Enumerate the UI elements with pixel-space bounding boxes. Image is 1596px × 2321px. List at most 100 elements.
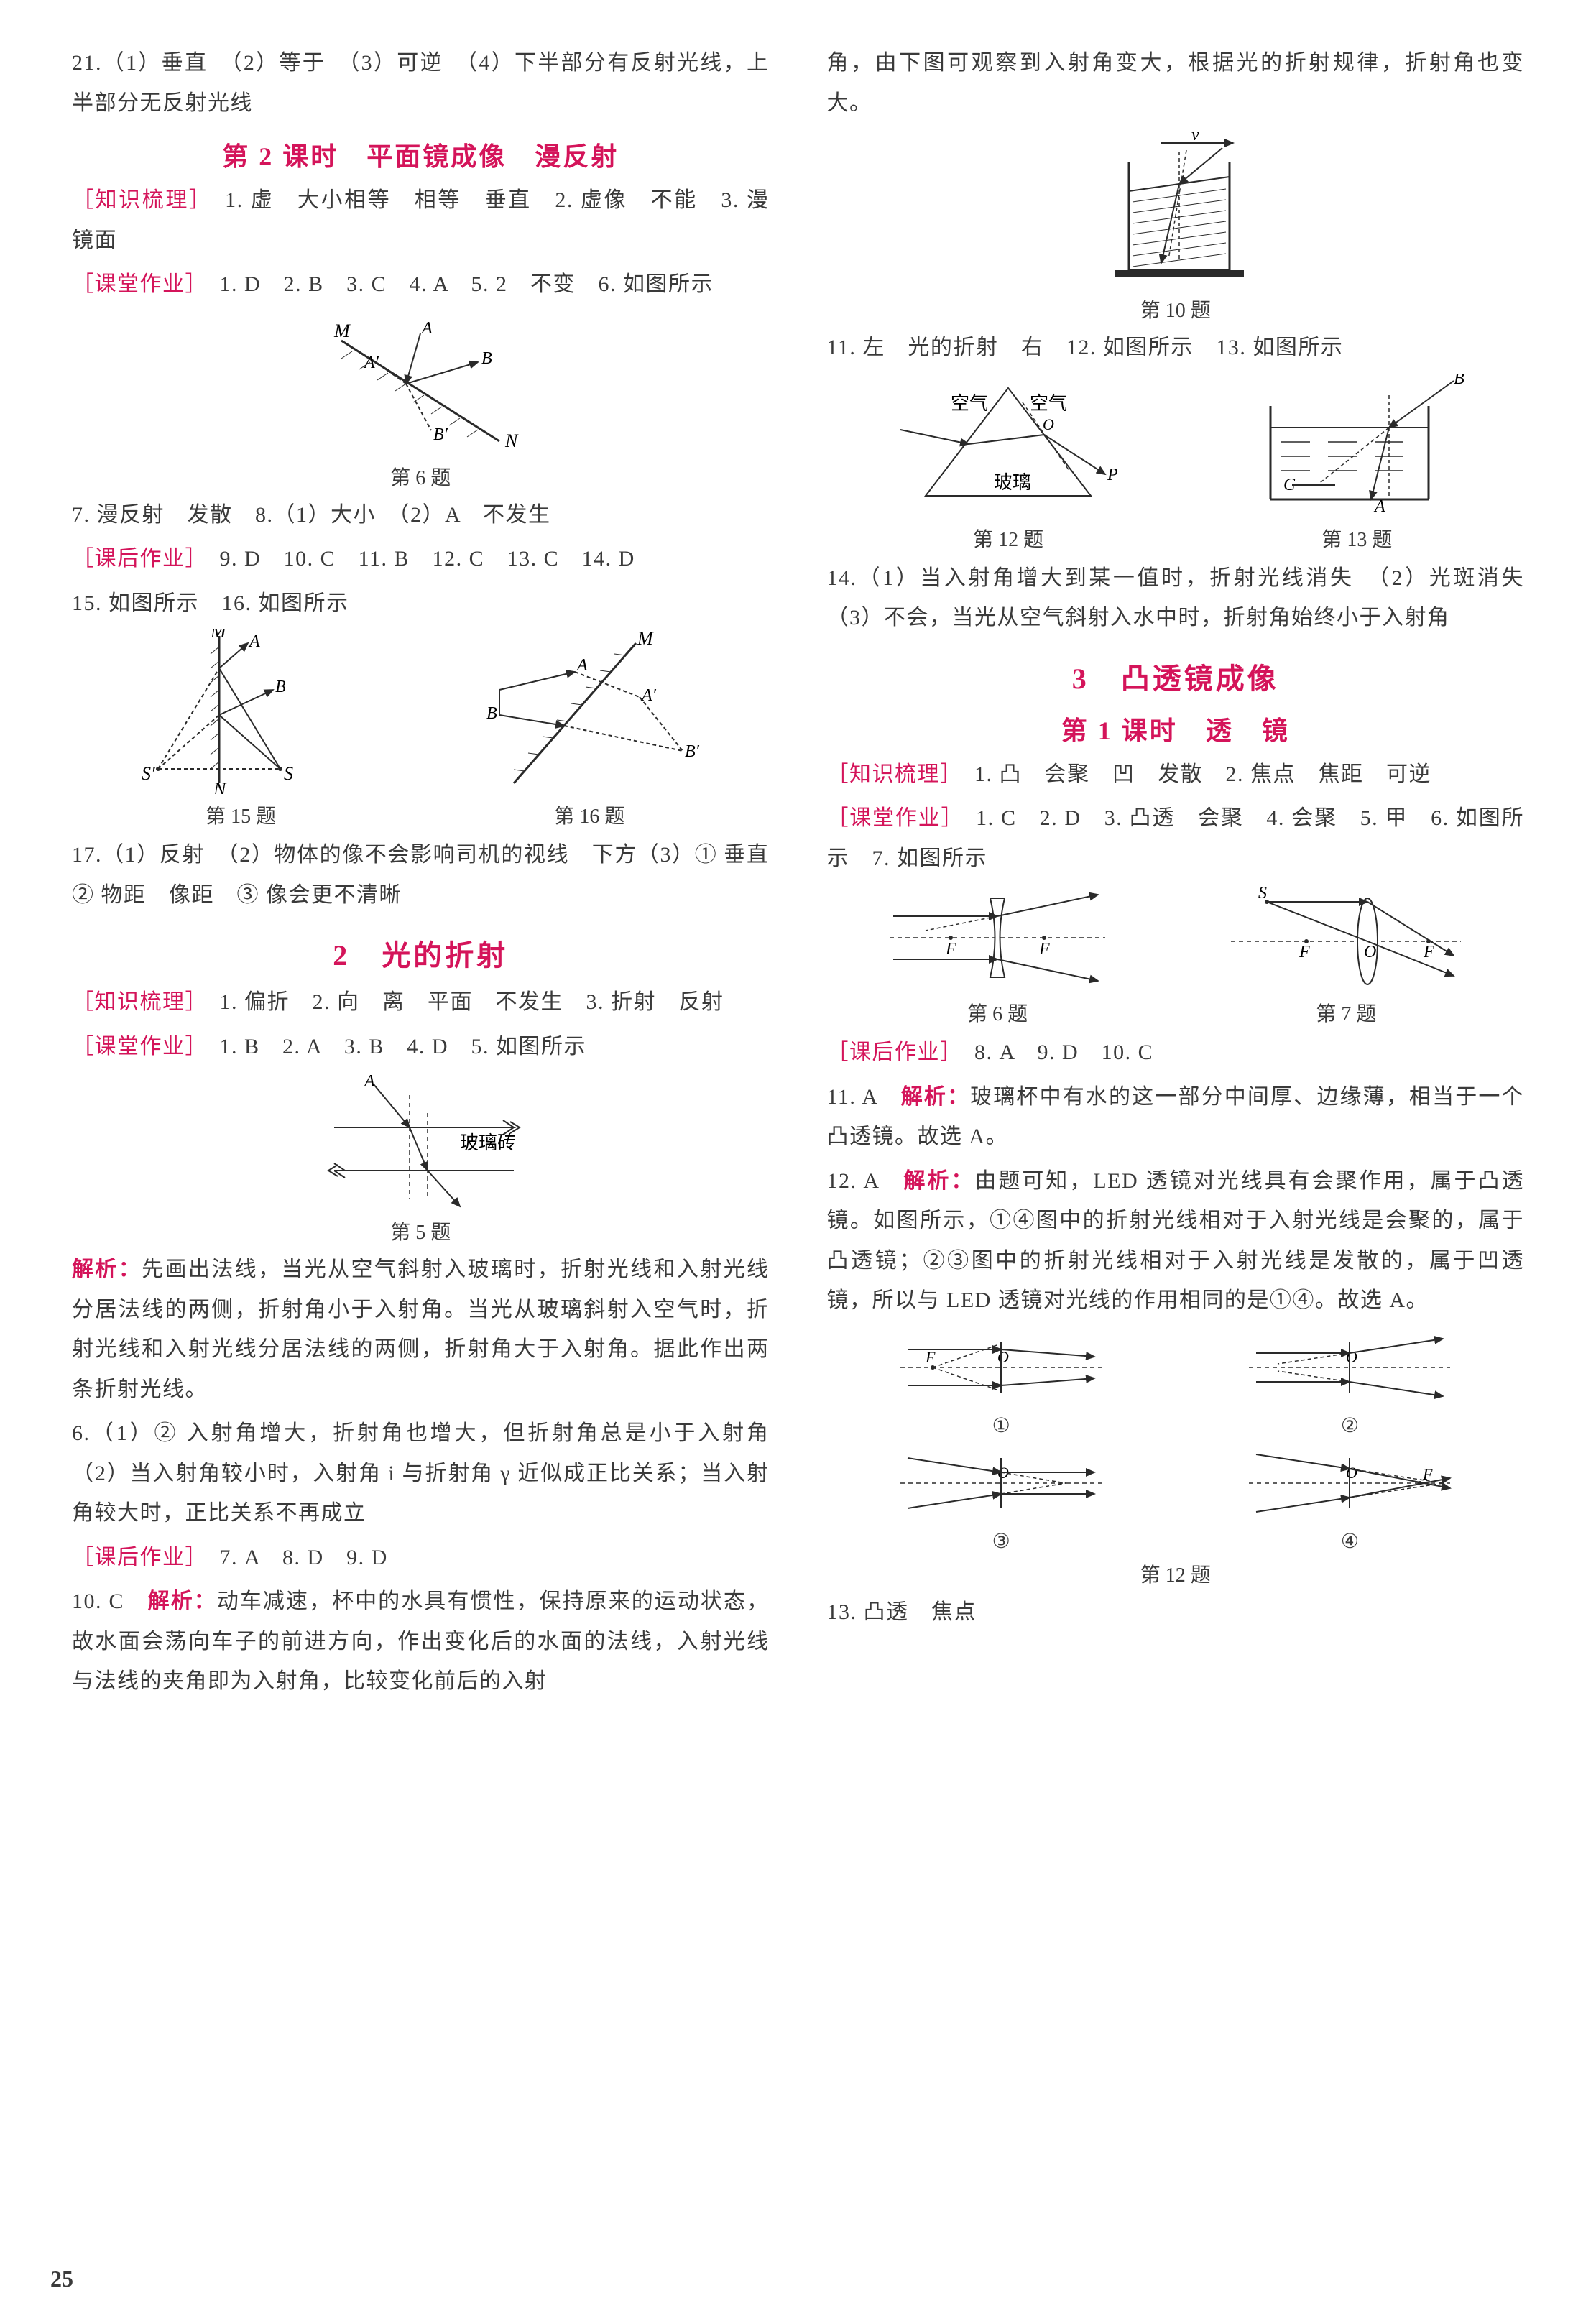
zs2-label: ［知识梳理］ [72, 990, 197, 1014]
svg-text:A: A [420, 319, 433, 338]
fig13a-cap: 第 13 题 [1249, 524, 1464, 553]
kehou-3: ［课后作业］ 8. A 9. D 10. C [827, 1033, 1525, 1073]
ketang-3: ［课堂作业］ 1. C 2. D 3. 凸透 会聚 4. 会聚 5. 甲 6. … [827, 798, 1525, 878]
p13b: 13. 凸透 焦点 [827, 1592, 1525, 1633]
p10: 10. C 解析：动车减速，杯中的水具有惯性，保持原来的运动状态，故水面会荡向车… [72, 1582, 770, 1702]
ketang-2: ［课堂作业］ 1. B 2. A 3. B 4. D 5. 如图所示 [72, 1027, 770, 1067]
zhishi-3: ［知识梳理］ 1. 凸 会聚 凹 发散 2. 焦点 焦距 可逆 [827, 755, 1525, 795]
kt3-label: ［课堂作业］ [827, 806, 954, 830]
heading-sec3: 3 凸透镜成像 [827, 655, 1525, 697]
jx10-label: 解析： [148, 1589, 217, 1613]
figure-q12a: 空气 空气 玻璃 O P 第 12 题 [886, 374, 1130, 553]
fig7b-cap: 第 7 题 [1224, 998, 1468, 1027]
kt2-text: 1. B 2. A 3. B 4. D 5. 如图所示 [197, 1035, 586, 1058]
kh2-text: 7. A 8. D 9. D [197, 1546, 388, 1569]
kt2-label: ［课堂作业］ [72, 1035, 197, 1058]
p-label: P [1107, 466, 1118, 484]
svg-text:B: B [275, 678, 286, 696]
svg-text:A: A [576, 656, 588, 675]
zs3-label: ［知识梳理］ [827, 762, 952, 786]
air-label: 空气 [951, 393, 988, 414]
fig5-cap: 第 5 题 [72, 1217, 770, 1245]
svg-text:N: N [213, 779, 227, 794]
jx12-label: 解析： [903, 1169, 974, 1193]
o-label: O [997, 1348, 1009, 1366]
glass-label: 玻璃 [994, 472, 1031, 493]
air-label: 空气 [1030, 393, 1067, 414]
figure-q15: M N S S′ A B 第 15 题 [133, 629, 349, 829]
f-label: F [1299, 943, 1310, 961]
p14-right: 14.（1）当入射角增大到某一值时，折射光线消失 （2）光斑消失 （3）不会，当… [827, 558, 1525, 638]
cont-right: 角，由下图可观察到入射角变大，根据光的折射规律，折射角也变大。 [827, 43, 1525, 123]
s-label: S [1258, 884, 1267, 903]
kehou-label: ［课后作业］ [72, 547, 197, 571]
zhishi-2: ［知识梳理］ 1. 偏折 2. 向 离 平面 不发生 3. 折射 反射 [72, 982, 770, 1023]
svg-text:B′: B′ [685, 742, 700, 761]
kehou-text: 9. D 10. C 11. B 12. C 13. C 14. D [197, 547, 635, 571]
kh3-text: 8. A 9. D 10. C [952, 1040, 1154, 1064]
svg-text:M: M [333, 320, 351, 341]
heading-lesson2: 第 2 课时 平面镜成像 漫反射 [72, 136, 770, 173]
fig6b-cap: 第 6 题 [882, 998, 1112, 1027]
p10a: 10. C [72, 1589, 148, 1613]
figure-q7b: F O F S 第 7 题 [1224, 884, 1468, 1027]
f-label: F [925, 1348, 936, 1366]
p15: 15. 如图所示 16. 如图所示 [72, 583, 770, 624]
zs3-text: 1. 凸 会聚 凹 发散 2. 焦点 焦距 可逆 [952, 762, 1432, 786]
figure-q6-left: M N A B A′ B′ 第 6 题 [72, 312, 770, 491]
svg-text:B′: B′ [433, 425, 448, 444]
right-column: 角，由下图可观察到入射角变大，根据光的折射规律，折射角也变大。 v [827, 43, 1525, 1706]
p17: 17.（1）反射 （2）物体的像不会影响司机的视线 下方（3）① 垂直 ② 物距… [72, 835, 770, 915]
svg-text:N: N [504, 430, 519, 451]
p7: 7. 漫反射 发散 8.（1）大小 （2）A 不发生 [72, 495, 770, 535]
p11b-n: 11. A [827, 1085, 901, 1109]
v-label: v [1191, 130, 1199, 144]
svg-text:A: A [248, 632, 260, 651]
jx1-label: 解析： [72, 1258, 142, 1281]
figrow-15-16: M N S S′ A B 第 15 题 [72, 629, 770, 829]
kehou-2: ［课后作业］ 7. A 8. D 9. D [72, 1538, 770, 1578]
q21: 21.（1）垂直 （2）等于 （3）可逆 （4）下半部分有反射光线，上半部分无反… [72, 43, 770, 123]
zhishi-label: ［知识梳理］ [72, 188, 202, 212]
fig12b-cap: 第 12 题 [827, 1559, 1525, 1588]
zs2-text: 1. 偏折 2. 向 离 平面 不发生 3. 折射 反射 [197, 990, 724, 1014]
svg-text:M: M [210, 629, 227, 642]
figure-q16: M A B A′ B′ 第 16 题 [471, 629, 708, 829]
svg-text:B: B [481, 349, 492, 368]
ketang-1: ［课堂作业］ 1. D 2. B 3. C 4. A 5. 2 不变 6. 如图… [72, 264, 770, 305]
f-label: F [1038, 940, 1050, 959]
p6: 6.（1）② 入射角增大，折射角也增大，但折射角总是小于入射角 （2）当入射角较… [72, 1413, 770, 1533]
fig16-cap: 第 16 题 [471, 800, 708, 829]
c-label: C [1283, 476, 1296, 494]
svg-text:玻璃砖: 玻璃砖 [460, 1132, 516, 1153]
kh3-label: ［课后作业］ [827, 1040, 952, 1064]
figure-q5: 玻璃砖 A 第 5 题 [72, 1074, 770, 1245]
f-label: F [1423, 943, 1434, 961]
fig6-cap: 第 6 题 [72, 462, 770, 491]
figrow-6-7: F F 第 6 题 F O F S [827, 884, 1525, 1027]
figure-q13a: B A C 第 13 题 [1249, 374, 1464, 553]
svg-text:A′: A′ [640, 686, 657, 705]
svg-text:S: S [284, 763, 293, 784]
o-label: O [1346, 1464, 1357, 1482]
ketang-text: 1. D 2. B 3. C 4. A 5. 2 不变 6. 如图所示 [197, 272, 714, 296]
svg-text:M: M [637, 629, 654, 649]
o-label: O [1043, 415, 1054, 433]
b-label: B [1454, 374, 1464, 388]
fig10-cap: 第 10 题 [827, 295, 1525, 323]
a-label: A [1373, 497, 1385, 516]
heading-lesson1: 第 1 课时 透 镜 [827, 710, 1525, 747]
p12b: 12. A 解析：由题可知，LED 透镜对光线具有会聚作用，属于凸透镜。如图所示… [827, 1161, 1525, 1321]
figrow-12-13: 空气 空气 玻璃 O P 第 12 题 [827, 374, 1525, 553]
left-column: 21.（1）垂直 （2）等于 （3）可逆 （4）下半部分有反射光线，上半部分无反… [72, 43, 770, 1706]
p12b-n: 12. A [827, 1169, 904, 1193]
sub1: ① [893, 1413, 1109, 1438]
heading-sec2: 2 光的折射 [72, 932, 770, 974]
jx1-text: 先画出法线，当光从空气斜射入玻璃时，折射光线和入射光线分居法线的两侧，折射角小于… [72, 1258, 770, 1401]
svg-text:B: B [486, 704, 497, 723]
zhishi-1: ［知识梳理］ 1. 虚 大小相等 相等 垂直 2. 虚像 不能 3. 漫 镜面 [72, 180, 770, 260]
p11-right: 11. 左 光的折射 右 12. 如图所示 13. 如图所示 [827, 328, 1525, 368]
o-label: O [1346, 1348, 1357, 1366]
sub2: ② [1242, 1413, 1457, 1438]
fig15-cap: 第 15 题 [133, 800, 349, 829]
